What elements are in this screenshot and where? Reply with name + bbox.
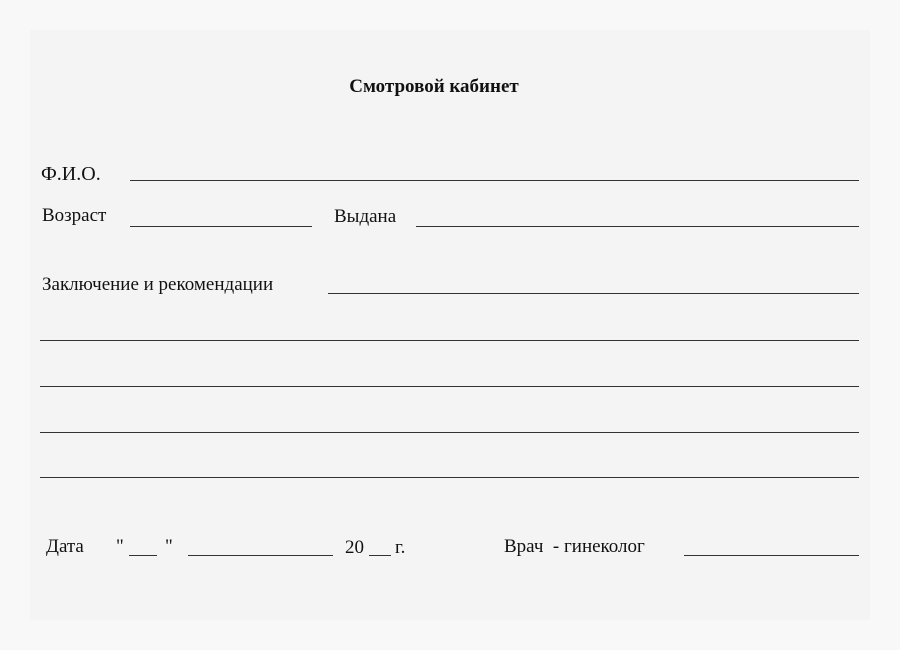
conclusion-line-2[interactable] — [40, 340, 859, 341]
day-field[interactable] — [129, 555, 157, 556]
month-field[interactable] — [188, 555, 333, 556]
conclusion-line-3[interactable] — [40, 386, 859, 387]
quote-close: " — [165, 536, 173, 557]
conclusion-line-4[interactable] — [40, 432, 859, 433]
year-field[interactable] — [369, 555, 391, 556]
form-card — [30, 30, 870, 620]
conclusion-label: Заключение и рекомендации — [42, 274, 274, 295]
date-label: Дата — [46, 536, 84, 557]
issued-field[interactable] — [416, 226, 859, 227]
age-label: Возраст — [42, 205, 107, 226]
conclusion-field[interactable] — [328, 293, 859, 294]
quote-open: " — [116, 536, 124, 557]
conclusion-line-5[interactable] — [40, 477, 859, 478]
issued-label: Выдана — [334, 206, 397, 227]
doctor-label: Врач - гинеколог — [504, 536, 645, 557]
doctor-signature-field[interactable] — [684, 555, 859, 556]
year-suffix: г. — [395, 537, 406, 558]
age-field[interactable] — [130, 226, 312, 227]
year-prefix: 20 — [345, 537, 364, 558]
fio-label: Ф.И.О. — [41, 163, 101, 185]
form-title: Смотровой кабинет — [349, 76, 519, 97]
fio-field[interactable] — [130, 180, 859, 181]
